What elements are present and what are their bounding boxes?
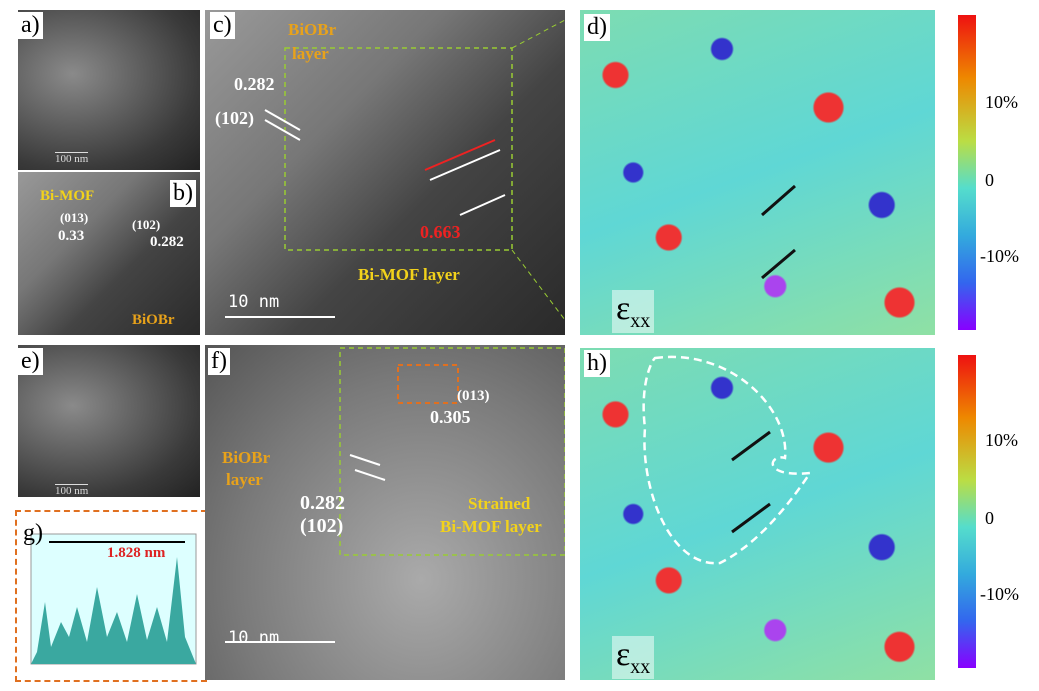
annotation: Bi-MOF — [40, 188, 95, 204]
panel-label: g) — [23, 520, 43, 546]
overlay — [225, 347, 565, 643]
overlay — [225, 19, 565, 321]
annotation: layer — [226, 470, 263, 489]
panel-label: d) — [584, 14, 610, 41]
colorbar — [958, 355, 976, 668]
panel-label: e) — [18, 348, 43, 375]
annotation: Strained — [468, 494, 531, 513]
annotation: Bi-MOF layer — [358, 265, 460, 284]
annotation: 0.33 — [58, 228, 85, 244]
scale-bar: 100 nm — [55, 152, 89, 165]
overlay — [761, 184, 796, 280]
symbol: ε — [616, 636, 631, 673]
colorbar-label: 0 — [985, 508, 994, 528]
panel-label: b) — [170, 180, 196, 207]
colorbar-label: 0 — [985, 170, 994, 190]
panel-label: a) — [18, 12, 43, 39]
annotation: (013) — [60, 210, 89, 225]
colorbar-label: -10% — [980, 584, 1019, 604]
annotation: 0.663 — [420, 222, 461, 242]
strain-map — [580, 348, 935, 680]
annotation: 0.282 — [234, 74, 275, 94]
colorbar-label: 10% — [985, 430, 1018, 450]
subscript: xx — [630, 655, 651, 678]
annotation: BiOBr — [132, 312, 175, 328]
colorbar — [958, 15, 976, 330]
scale-bar: 100 nm — [55, 484, 89, 497]
strain-map — [580, 10, 935, 335]
strain-symbol: εxx — [612, 290, 655, 333]
colorbar-label: 10% — [985, 92, 1018, 112]
annotation: (102) — [300, 515, 344, 537]
line-profile — [15, 510, 207, 682]
annotation: (102) — [132, 217, 161, 232]
colorbar-label: -10% — [980, 246, 1019, 266]
scale-bar: 10 nm — [228, 292, 280, 312]
annotation: BiOBr — [222, 448, 271, 467]
annotation: layer — [292, 44, 329, 63]
hrtem-image — [18, 172, 200, 335]
scale-bar: 10 nm — [228, 628, 280, 648]
hrtem-image — [205, 345, 565, 680]
overlay — [642, 355, 813, 565]
symbol: ε — [616, 290, 631, 327]
tem-image — [18, 10, 200, 170]
panel-label: c) — [210, 12, 235, 39]
panel-label: f) — [208, 348, 230, 375]
annotation: (013) — [457, 388, 490, 404]
tem-image — [18, 345, 200, 497]
panel-label: h) — [584, 350, 610, 377]
annotation: BiOBr — [288, 20, 337, 39]
strain-symbol: εxx — [612, 636, 655, 679]
profile-plot — [30, 533, 197, 665]
distance-label: 1.828 nm — [107, 545, 166, 561]
annotation: 0.282 — [300, 492, 345, 514]
subscript: xx — [630, 309, 651, 332]
annotation: 0.305 — [430, 407, 471, 427]
annotation: 0.282 — [150, 234, 184, 250]
hrtem-image — [205, 10, 565, 335]
annotation: (102) — [215, 108, 254, 128]
annotation: Bi-MOF layer — [440, 517, 542, 536]
